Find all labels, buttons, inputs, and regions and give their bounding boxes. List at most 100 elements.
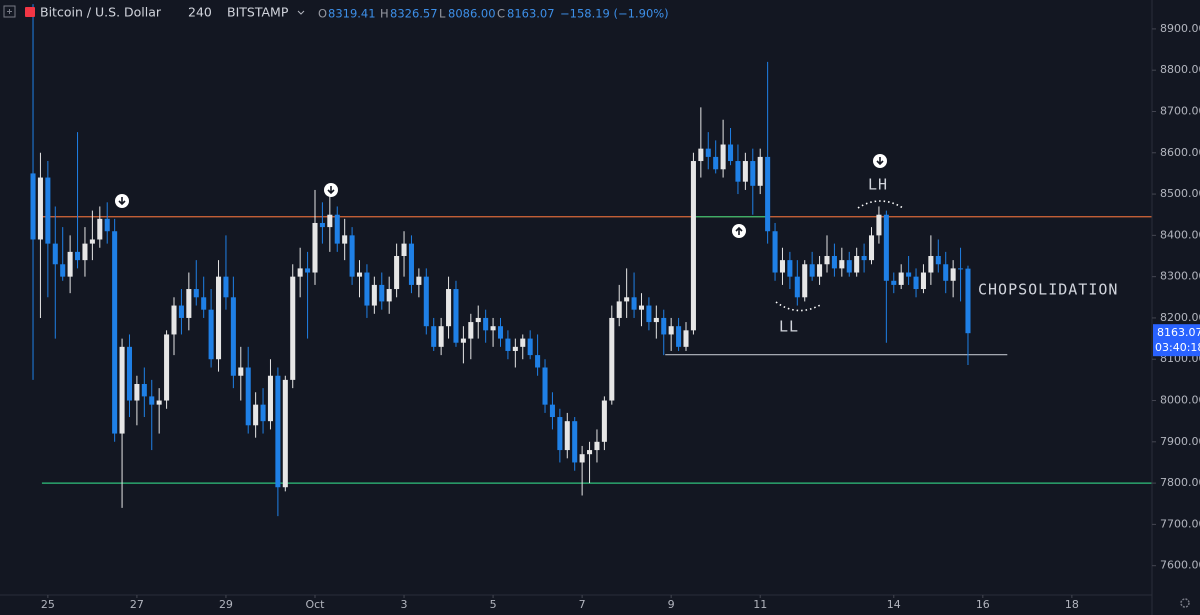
candle-body — [223, 276, 229, 298]
candle-body — [535, 355, 541, 368]
candle-body — [208, 309, 214, 360]
y-tick-label: 8700.00 — [1160, 104, 1200, 117]
candle-body — [898, 272, 904, 285]
candle-body — [683, 330, 689, 347]
candle-body — [245, 367, 251, 426]
candle-body — [891, 280, 897, 285]
collapse-icon — [7, 9, 12, 14]
candle-body — [772, 231, 778, 273]
candle-body — [342, 235, 348, 244]
candle-body — [690, 161, 696, 331]
candle-body — [765, 156, 771, 232]
countdown: 03:40:18 — [1155, 341, 1200, 354]
candle-body — [290, 276, 296, 380]
dropdown-chevron[interactable] — [297, 10, 305, 15]
legend-value: 8319.41 — [328, 7, 376, 21]
y-tick-label: 8800.00 — [1160, 63, 1200, 76]
candle-body — [609, 317, 615, 401]
x-tick-label: 16 — [976, 598, 990, 611]
candle-body — [193, 289, 199, 298]
y-tick-label: 8000.00 — [1160, 394, 1200, 407]
candle-body — [787, 260, 793, 277]
candle-body — [505, 338, 511, 351]
collapse-icon[interactable] — [3, 5, 16, 18]
candle-body — [446, 289, 452, 327]
candle-body — [37, 177, 43, 240]
candle-body — [386, 289, 392, 302]
settings-icon[interactable] — [1180, 598, 1190, 608]
candle-body — [520, 338, 526, 347]
x-tick-label: Oct — [305, 598, 325, 611]
x-tick-label: 18 — [1065, 598, 1079, 611]
y-tick-label: 8400.00 — [1160, 228, 1200, 241]
x-tick-label: 27 — [130, 598, 144, 611]
candle-body — [267, 375, 273, 422]
candle-body — [141, 384, 147, 397]
candle-body — [453, 289, 459, 343]
candle-body — [52, 243, 58, 265]
status-icon — [25, 7, 35, 17]
candle-body — [178, 305, 184, 318]
interval[interactable]: 240 — [188, 5, 212, 20]
candle-body — [460, 338, 466, 343]
candle-body — [45, 177, 51, 244]
symbol-title[interactable]: Bitcoin / U.S. Dollar — [40, 5, 162, 20]
candle-body — [364, 272, 370, 306]
candle-body — [171, 305, 177, 335]
candle-body — [720, 144, 726, 170]
candle-body — [794, 276, 800, 298]
candle-body — [216, 276, 222, 360]
plot-area — [30, 4, 1152, 517]
candle-body — [312, 222, 318, 273]
candle-body — [638, 305, 645, 310]
candle-body — [631, 297, 637, 310]
legend-label: O — [318, 7, 327, 21]
candle-body — [82, 243, 88, 261]
candle-body — [735, 161, 741, 182]
candle-body — [408, 243, 414, 285]
candle-body — [334, 214, 340, 244]
candle-body — [906, 272, 912, 277]
candle-body — [676, 326, 682, 347]
candle-body — [201, 297, 207, 310]
annotation: LL — [779, 318, 799, 336]
legend-value: 8326.57 — [390, 7, 438, 21]
candle-body — [653, 317, 659, 323]
candle-body — [616, 301, 622, 318]
candle-body — [119, 346, 125, 434]
candle-body — [327, 214, 333, 228]
candle-body — [876, 214, 882, 236]
candle-body — [305, 268, 311, 273]
candle-body — [490, 326, 496, 331]
candle-body — [67, 251, 73, 277]
candle-body — [401, 243, 407, 257]
x-tick-label: 9 — [668, 598, 675, 611]
arrow-icon — [115, 154, 887, 238]
candle-body — [713, 156, 719, 170]
dotted-arc — [857, 200, 904, 209]
candle-body — [60, 264, 66, 277]
candle-body — [587, 450, 593, 455]
candle-body — [728, 144, 734, 162]
candle-body — [750, 161, 756, 186]
candle-body — [512, 346, 518, 351]
candle-body — [275, 375, 281, 488]
candle-body — [238, 367, 244, 376]
candle-body — [661, 317, 667, 335]
candle-body — [431, 326, 437, 347]
candle-body — [468, 322, 474, 339]
candle-body — [483, 317, 489, 331]
candle-body — [30, 173, 36, 240]
y-tick-label: 7700.00 — [1160, 517, 1200, 530]
candle-body — [549, 404, 555, 418]
candle-body — [564, 421, 570, 451]
exchange[interactable]: BITSTAMP — [227, 5, 289, 20]
candle-body — [868, 235, 875, 261]
annotation: LH — [868, 176, 888, 194]
candle-body — [839, 260, 845, 269]
candle-body — [624, 297, 630, 302]
candle-body — [97, 218, 103, 240]
candle-body — [89, 239, 95, 244]
annotation: CHOPSOLIDATION — [978, 281, 1118, 299]
